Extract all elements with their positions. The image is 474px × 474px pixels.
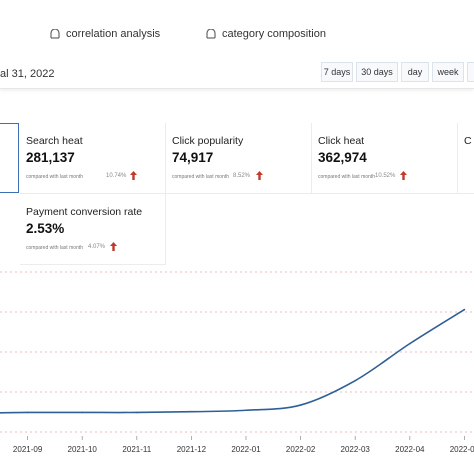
arrow-up-icon (130, 171, 137, 180)
metric-value: 74,917 (172, 150, 214, 165)
data-point (81, 411, 83, 414)
tab-category-composition[interactable]: category composition (206, 28, 326, 40)
metric-value: 281,137 (26, 150, 75, 165)
x-tick-label: 2022-04 (395, 445, 425, 454)
metric-value: 2.53% (26, 221, 65, 236)
data-point (299, 404, 302, 406)
metric-value: 362,974 (318, 150, 367, 165)
data-point (463, 308, 466, 311)
series-line (0, 308, 465, 414)
x-tick-label: 2022-01 (231, 445, 261, 454)
tab-correlation-analysis[interactable]: correlation analysis (50, 28, 160, 40)
x-tick-label: 2021-10 (67, 445, 97, 454)
arrow-up-icon (256, 171, 263, 180)
trend-line-chart: 2021-09 2021-10 2021-11 2021-12 2022-01 2022-… (0, 260, 474, 474)
x-tick-label: 2022-05 (449, 445, 474, 454)
metric-card-partial[interactable]: C (458, 123, 474, 194)
metric-compare-label: compared with last month (26, 174, 83, 180)
range-week-button[interactable]: week (432, 62, 464, 82)
metric-change: 10.74% (106, 173, 127, 179)
metric-title: Click heat (318, 135, 365, 147)
metric-change: 10.52% (375, 173, 396, 179)
range-30-days-button[interactable]: 30 days (356, 62, 398, 82)
x-tick-label: 2022-02 (285, 445, 316, 454)
metric-title: Click popularity (172, 135, 244, 147)
arrow-up-icon (400, 171, 407, 180)
data-point (190, 410, 193, 413)
range-day-button[interactable]: day (401, 62, 429, 82)
x-tick-label: 2022-03 (340, 445, 370, 454)
data-point (26, 411, 29, 414)
arrow-up-icon (110, 242, 117, 251)
chart-icon (50, 29, 60, 39)
x-tick-label: 2021-09 (12, 445, 43, 454)
chart-icon (206, 29, 216, 39)
metric-change: 8.52% (233, 173, 251, 179)
date-range-text[interactable]: al 31, 2022 (0, 68, 55, 80)
metric-card-search-heat[interactable]: Search heat 281,137 compared with last m… (20, 123, 166, 194)
date-range-bar: al 31, 2022 7 days 30 days day week (0, 58, 474, 89)
chart-canvas (0, 271, 474, 440)
analysis-tabs: correlation analysis category compositio… (0, 28, 474, 52)
data-point (354, 379, 357, 382)
data-point (245, 409, 247, 412)
x-tick-label: 2021-12 (176, 445, 207, 454)
metric-compare-label: compared with last month (318, 174, 375, 180)
x-tick-label: 2021-11 (122, 445, 152, 454)
data-point (136, 411, 138, 414)
selected-metric-card[interactable] (0, 123, 19, 193)
tab-label: category composition (222, 28, 326, 40)
metric-compare-label: compared with last month (26, 245, 83, 251)
range-7-days-button[interactable]: 7 days (321, 62, 353, 82)
metric-title: Payment conversion rate (26, 206, 143, 218)
metric-card-click-popularity[interactable]: Click popularity 74,917 compared with la… (166, 123, 312, 194)
metric-title: C (464, 135, 472, 147)
metric-change: 4.07% (88, 244, 106, 250)
metric-compare-label: compared with last month (172, 174, 229, 180)
tab-label: correlation analysis (66, 28, 161, 40)
metric-card-click-heat[interactable]: Click heat 362,974 compared with last mo… (312, 123, 458, 194)
metric-card-payment-conversion-rate[interactable]: Payment conversion rate 2.53% compared w… (20, 194, 166, 265)
range-button-group: 7 days 30 days day week (318, 62, 474, 82)
metric-title: Search heat (26, 135, 83, 147)
data-point (409, 342, 411, 345)
range-more-button[interactable] (467, 62, 474, 82)
